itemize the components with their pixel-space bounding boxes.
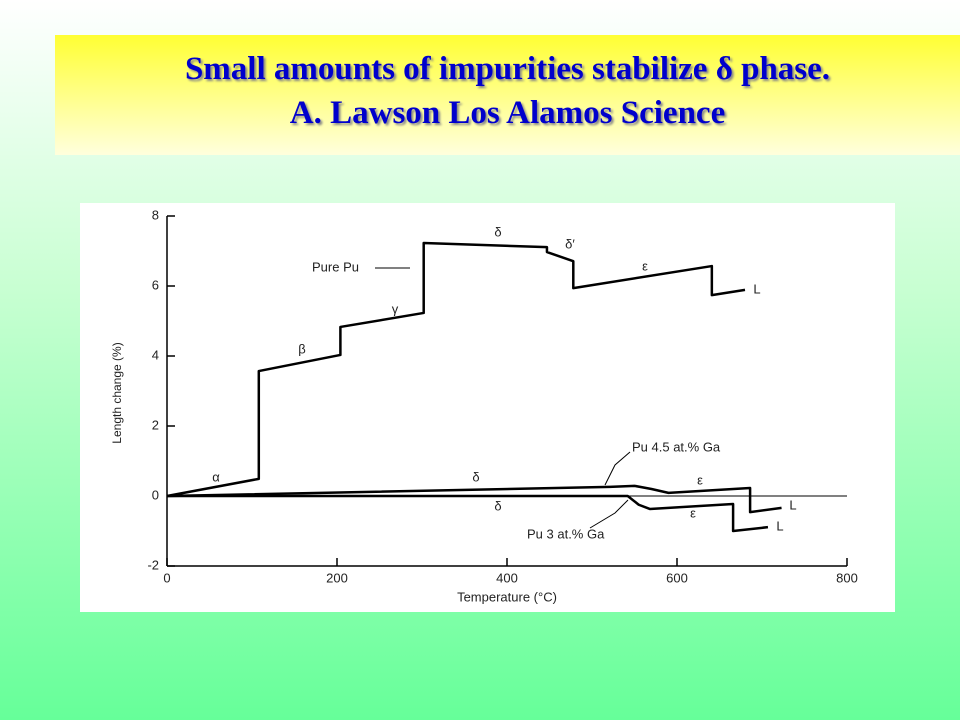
y-tick-label: 6 xyxy=(152,277,159,292)
phase-label: δ xyxy=(494,224,501,239)
series-line xyxy=(167,494,769,533)
series-label: Pu 3 at.% Ga xyxy=(527,526,605,541)
phase-label: δ′ xyxy=(565,236,575,251)
phase-label: L xyxy=(753,281,760,296)
x-tick-label: 400 xyxy=(496,570,518,585)
series-line xyxy=(166,484,782,514)
chart: Temperature (°C) Length change (%) -2 0 2 4… xyxy=(110,207,858,604)
y-axis-label: Length change (%) xyxy=(110,342,124,443)
x-axis-label: Temperature (°C) xyxy=(457,589,557,604)
x-tick-label: 600 xyxy=(666,570,688,585)
phase-label: ε xyxy=(690,505,696,520)
series-label: Pure Pu xyxy=(312,259,359,274)
phase-label: α xyxy=(212,469,220,484)
phase-label: ε xyxy=(697,472,703,487)
x-tick-label: 0 xyxy=(163,570,170,585)
y-tick-label: -2 xyxy=(147,557,159,572)
y-tick-label: 8 xyxy=(152,207,159,222)
phase-label: γ xyxy=(392,301,399,316)
phase-label: ε xyxy=(642,258,648,273)
title-banner: Small amounts of impurities stabilize δ … xyxy=(55,35,960,155)
phase-label: δ xyxy=(472,469,479,484)
phase-label: δ xyxy=(494,498,501,513)
slide-subtitle: A. Lawson Los Alamos Science xyxy=(289,95,726,131)
phase-label: L xyxy=(789,497,796,512)
x-tick-label: 800 xyxy=(836,570,858,585)
series-label: Pu 4.5 at.% Ga xyxy=(632,439,721,454)
series-line xyxy=(166,241,746,498)
slide-title: Small amounts of impurities stabilize δ … xyxy=(184,51,831,87)
y-tick-label: 4 xyxy=(152,347,159,362)
y-tick-label: 0 xyxy=(152,487,159,502)
leader-line xyxy=(589,499,629,529)
x-tick-label: 200 xyxy=(326,570,348,585)
phase-label: L xyxy=(776,518,783,533)
chart-box: Temperature (°C) Length change (%) -2 0 2 4… xyxy=(80,203,895,612)
leader-line xyxy=(604,451,631,486)
phase-label: β xyxy=(298,341,305,356)
y-tick-label: 2 xyxy=(152,417,159,432)
